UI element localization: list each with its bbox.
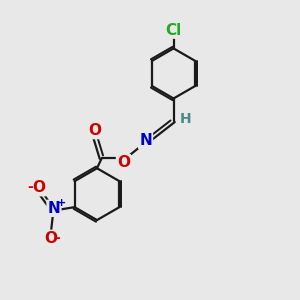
Text: O: O: [117, 155, 130, 170]
Text: O: O: [32, 180, 45, 195]
Text: Cl: Cl: [165, 23, 182, 38]
Text: -: -: [55, 231, 60, 245]
Text: N: N: [48, 201, 60, 216]
Text: H: H: [180, 112, 192, 126]
Text: -: -: [27, 180, 33, 194]
Text: O: O: [89, 123, 102, 138]
Text: +: +: [57, 198, 66, 208]
Text: N: N: [139, 133, 152, 148]
Text: O: O: [44, 231, 58, 246]
